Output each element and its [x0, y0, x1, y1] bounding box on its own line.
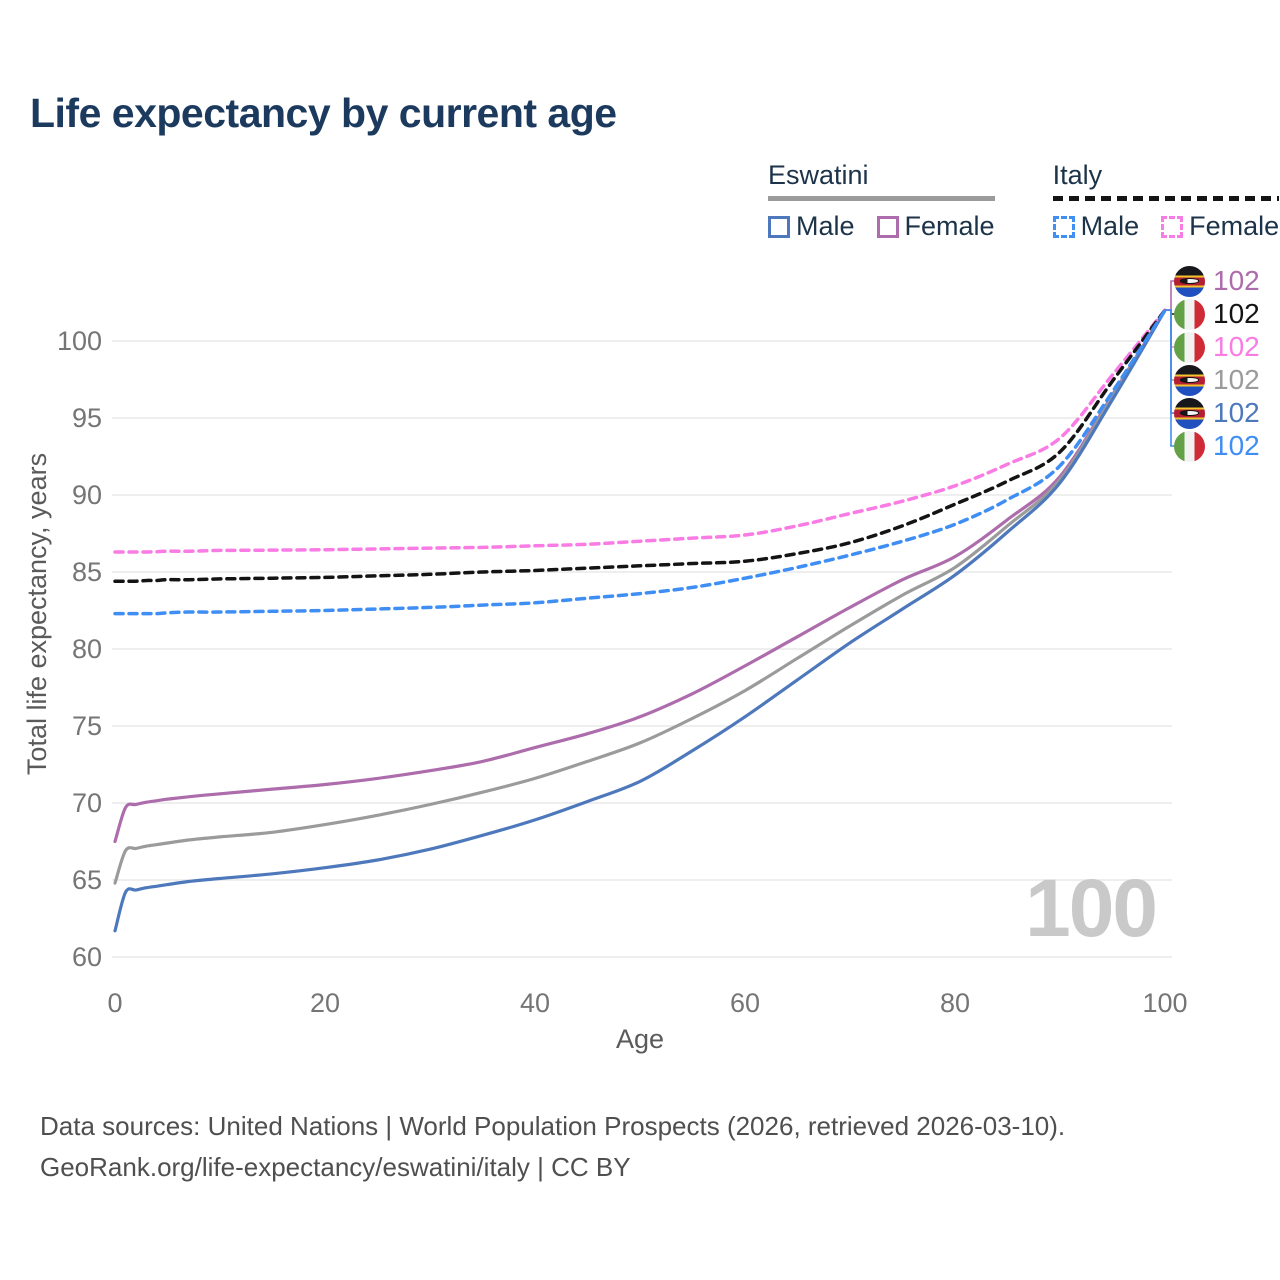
end-value: 102 [1213, 298, 1260, 329]
attribution-line: GeoRank.org/life-expectancy/eswatini/ita… [40, 1152, 631, 1182]
y-tick-100: 100 [57, 326, 102, 356]
y-axis-title: Total life expectancy, years [22, 453, 52, 775]
y-tick-90: 90 [72, 480, 102, 510]
legend-eswatini-male-label: Male [796, 211, 855, 241]
eswatini-female-swatch-icon [876, 215, 899, 238]
series-line-esw-male [113, 308, 1167, 933]
x-tick-80: 80 [940, 988, 970, 1018]
end-value: 102 [1213, 265, 1260, 296]
y-tick-70: 70 [72, 788, 102, 818]
legend-item-italy-female[interactable]: Female [1161, 211, 1279, 242]
y-tick-95: 95 [72, 403, 102, 433]
legend-item-italy-male[interactable]: Male [1052, 211, 1140, 242]
x-tick-40: 40 [520, 988, 550, 1018]
end-value: 102 [1213, 430, 1260, 461]
legend-italy-line-sample [1052, 196, 1280, 201]
italy-flag-icon [1174, 430, 1205, 462]
italy-flag-icon [1174, 331, 1205, 363]
end-label-eswatini-male: 102 [1174, 397, 1260, 429]
x-tick-60: 60 [730, 988, 760, 1018]
end-label-italy-both: 102 [1174, 298, 1260, 330]
legend-italy-female-label: Female [1189, 211, 1280, 241]
legend-item-eswatini-male[interactable]: Male [768, 211, 855, 242]
age-counter-watermark: 100 [1025, 863, 1158, 954]
italy-flag-icon [1174, 298, 1205, 330]
footer-caption: Data sources: United Nations | World Pop… [40, 1106, 1065, 1188]
legend-italy-male-label: Male [1080, 211, 1140, 241]
x-tick-0: 0 [107, 988, 122, 1018]
end-value: 102 [1213, 331, 1260, 362]
end-label-eswatini-female: 102 [1174, 265, 1260, 297]
series-line-esw-female [113, 308, 1167, 844]
eswatini-flag-icon [1174, 397, 1205, 429]
leader-line-ita-male [1165, 309, 1176, 447]
series-line-ita-male [113, 308, 1167, 616]
legend-group-italy: Italy Male Female [1052, 160, 1280, 242]
legend-eswatini-title[interactable]: Eswatini [768, 160, 869, 190]
series-line-esw-both [113, 308, 1167, 885]
italy-male-swatch-icon [1052, 215, 1075, 238]
series-line-ita-both [113, 308, 1167, 584]
series-line-ita-female [113, 308, 1167, 554]
legend-italy-title[interactable]: Italy [1052, 160, 1103, 190]
chart-legend: Eswatini Male Female Italy Male Female [768, 160, 1280, 242]
end-value: 102 [1213, 364, 1260, 395]
end-label-eswatini-both: 102 [1174, 364, 1260, 396]
end-value: 102 [1213, 397, 1260, 428]
legend-item-eswatini-female[interactable]: Female [876, 211, 995, 242]
data-sources-line: Data sources: United Nations | World Pop… [40, 1111, 1066, 1141]
eswatini-flag-icon [1174, 265, 1205, 297]
y-tick-60: 60 [72, 942, 102, 972]
y-tick-80: 80 [72, 634, 102, 664]
legend-group-eswatini: Eswatini Male Female [768, 160, 995, 242]
y-tick-75: 75 [72, 711, 102, 741]
page-title: Life expectancy by current age [30, 90, 617, 136]
end-label-italy-male: 102 [1174, 430, 1260, 462]
x-tick-20: 20 [310, 988, 340, 1018]
eswatini-male-swatch-icon [768, 215, 790, 238]
end-label-italy-female: 102 [1174, 331, 1260, 363]
x-tick-100: 100 [1142, 988, 1187, 1018]
legend-eswatini-line-sample [768, 196, 995, 201]
eswatini-flag-icon [1174, 364, 1205, 396]
y-tick-85: 85 [72, 557, 102, 587]
y-tick-65: 65 [72, 865, 102, 895]
italy-female-swatch-icon [1161, 215, 1184, 238]
legend-eswatini-female-label: Female [904, 211, 995, 241]
x-axis-title: Age [616, 1024, 664, 1054]
